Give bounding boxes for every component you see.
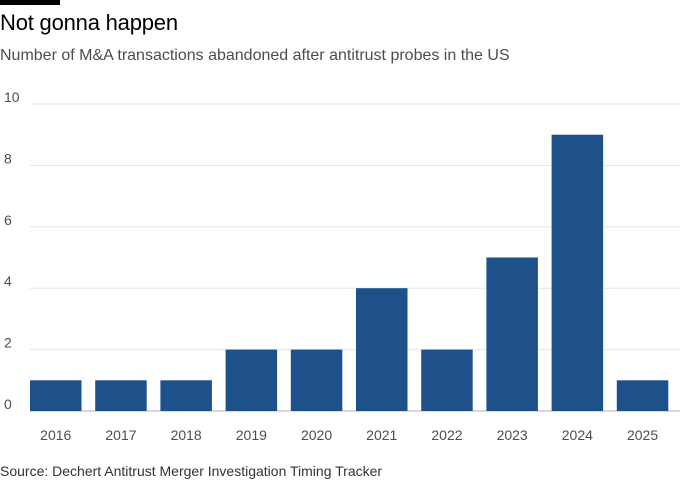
x-tick-label: 2025 — [627, 427, 658, 443]
y-tick-label: 0 — [4, 396, 12, 412]
y-axis-ticks: 0 2 4 6 8 10 — [4, 89, 20, 412]
x-tick-label: 2022 — [431, 427, 462, 443]
x-tick-label: 2018 — [171, 427, 202, 443]
x-tick-label: 2017 — [105, 427, 136, 443]
x-tick-label: 2021 — [366, 427, 397, 443]
x-tick-label: 2020 — [301, 427, 332, 443]
bar-2019 — [225, 349, 278, 411]
bar-2021 — [356, 288, 408, 411]
bar-2020 — [290, 349, 343, 411]
chart-title: Not gonna happen — [0, 10, 178, 35]
y-tick-label: 2 — [4, 335, 12, 351]
bar-2024 — [551, 134, 604, 411]
x-tick-label: 2019 — [236, 427, 267, 443]
x-tick-label: 2016 — [40, 427, 71, 443]
bar-2022 — [421, 349, 473, 411]
top-accent-rule — [0, 0, 60, 5]
bar-2018 — [160, 380, 212, 411]
bar-2025 — [616, 380, 669, 411]
chart-subtitle: Number of M&A transactions abandoned aft… — [0, 47, 510, 64]
bar-2023 — [486, 257, 538, 411]
x-axis-ticks: 2016 2017 2018 2019 2020 2021 2022 2023 2024 2025 — [40, 427, 658, 443]
bar-2017 — [95, 380, 147, 411]
x-tick-label: 2024 — [562, 427, 593, 443]
bar-2016 — [30, 380, 82, 411]
source-note: Source: Dechert Antitrust Merger Investi… — [0, 463, 383, 479]
y-tick-label: 8 — [4, 150, 12, 166]
x-tick-label: 2023 — [497, 427, 528, 443]
bars — [30, 134, 669, 411]
y-tick-label: 4 — [4, 273, 12, 289]
y-tick-label: 6 — [4, 212, 12, 228]
bar-chart: 0 2 4 6 8 10 2016 2017 2018 2019 2020 2021 2022 2023… — [4, 89, 680, 443]
y-tick-label: 10 — [4, 89, 20, 105]
